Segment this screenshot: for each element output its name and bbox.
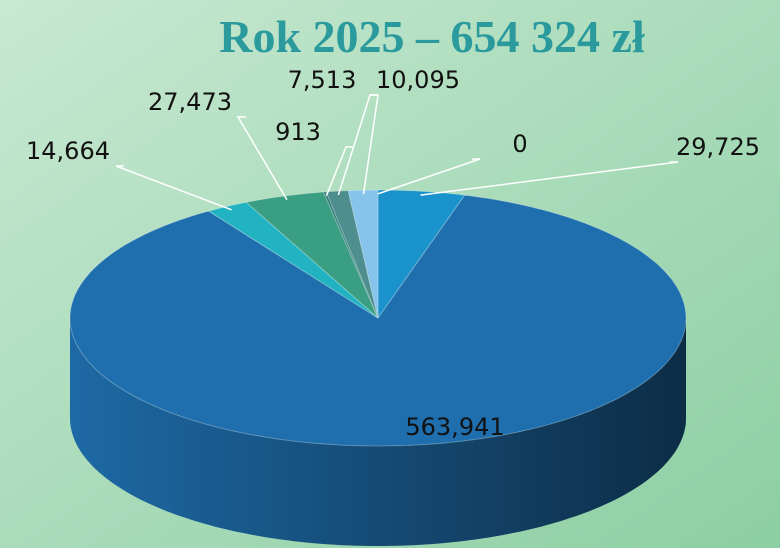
slice bbox=[347, 189, 379, 319]
leader-line bbox=[362, 94, 379, 195]
slice bbox=[69, 194, 687, 447]
data-label: 29,725 bbox=[676, 133, 760, 161]
data-label: 0 bbox=[512, 130, 527, 158]
leader-line bbox=[377, 158, 481, 195]
leader-line bbox=[236, 116, 288, 201]
slice-side-shade bbox=[70, 318, 686, 546]
data-label: 10,095 bbox=[376, 66, 460, 94]
leader-line bbox=[325, 146, 354, 196]
data-label: 27,473 bbox=[148, 88, 232, 116]
leader-line bbox=[115, 165, 232, 211]
data-label: 563,941 bbox=[405, 413, 504, 441]
slice bbox=[207, 201, 379, 319]
leader-line bbox=[420, 161, 679, 196]
data-label: 913 bbox=[275, 118, 321, 146]
chart-title: Rok 2025 – 654 324 zł bbox=[219, 11, 645, 62]
pie: 29,725 563,941 14,664 27,473 913 7,513 10,095 0 bbox=[26, 66, 760, 546]
data-label: 14,664 bbox=[26, 137, 110, 165]
data-label: 7,513 bbox=[288, 66, 357, 94]
